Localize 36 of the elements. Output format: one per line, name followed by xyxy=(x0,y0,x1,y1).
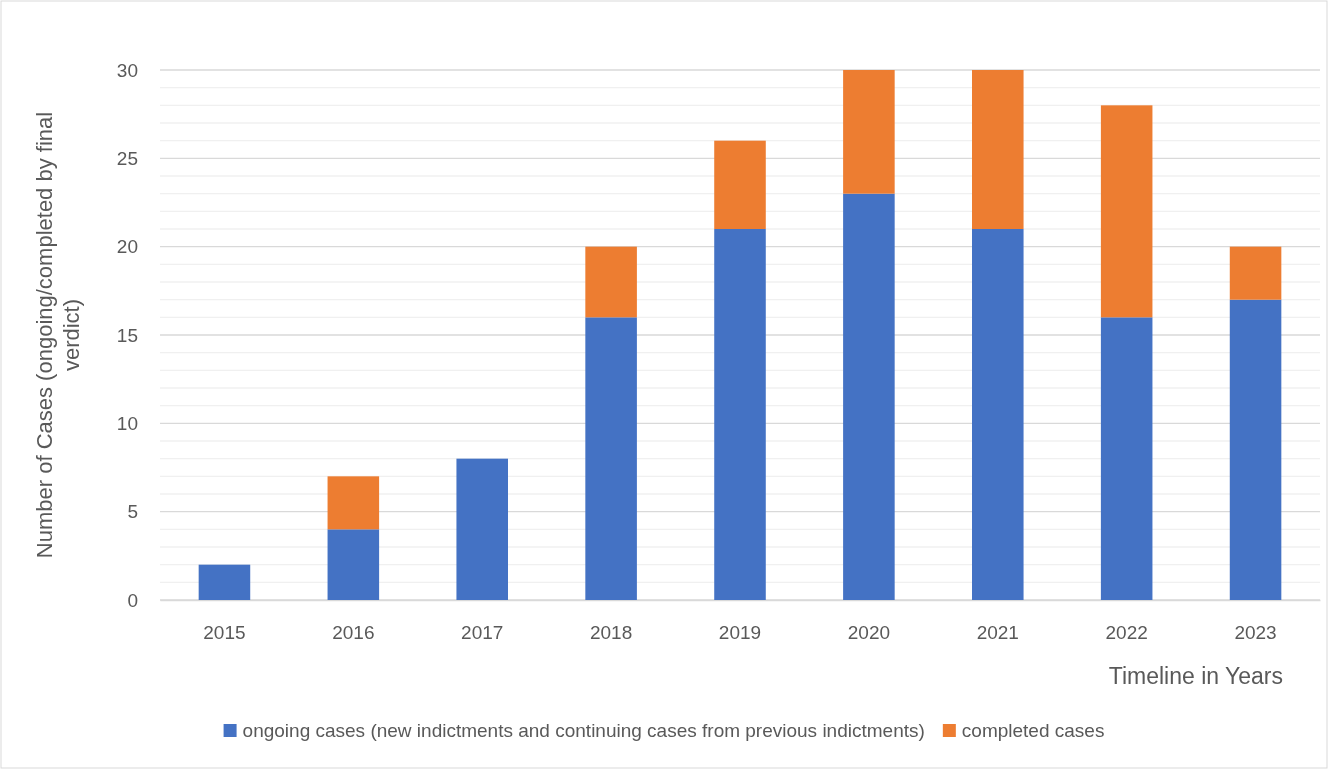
bar xyxy=(327,476,380,530)
bar xyxy=(843,70,895,194)
y-axis-title: Number of Cases (ongoing/completed by final verdict) xyxy=(32,111,84,559)
bar xyxy=(1100,317,1153,600)
bar xyxy=(972,229,1024,600)
x-axis-title: Timeline in Years xyxy=(1108,663,1283,689)
x-tick-label: 2016 xyxy=(332,622,375,644)
y-tick-label: 0 xyxy=(127,589,138,611)
bar xyxy=(1100,105,1153,318)
x-tick-label: 2019 xyxy=(718,622,762,644)
x-tick-label: 2015 xyxy=(203,622,246,644)
bar xyxy=(1229,246,1282,300)
legend-label: ongoing cases (new indictments and continuing cases from previous indictments) xyxy=(242,720,925,741)
bar xyxy=(972,70,1024,229)
y-tick-label: 15 xyxy=(116,324,138,346)
bar xyxy=(585,246,637,318)
bar xyxy=(327,529,380,600)
bar xyxy=(585,317,637,600)
y-tick-label: 20 xyxy=(116,236,138,258)
bar xyxy=(714,140,766,229)
bar xyxy=(456,458,508,600)
legend-label: completed cases xyxy=(961,720,1105,741)
x-tick-label: 2021 xyxy=(976,622,1019,644)
bar xyxy=(714,229,766,600)
bar xyxy=(1229,299,1282,600)
x-tick-label: 2017 xyxy=(461,622,504,644)
y-tick-label: 5 xyxy=(127,501,138,523)
x-tick-label: 2022 xyxy=(1105,622,1148,644)
bar xyxy=(843,193,895,600)
bar xyxy=(198,564,251,600)
x-tick-label: 2020 xyxy=(847,622,891,644)
x-tick-label: 2023 xyxy=(1234,622,1277,644)
y-tick-label: 10 xyxy=(116,412,138,434)
y-tick-label: 25 xyxy=(116,147,138,169)
x-tick-label: 2018 xyxy=(589,622,633,644)
y-tick-label: 30 xyxy=(116,59,138,81)
